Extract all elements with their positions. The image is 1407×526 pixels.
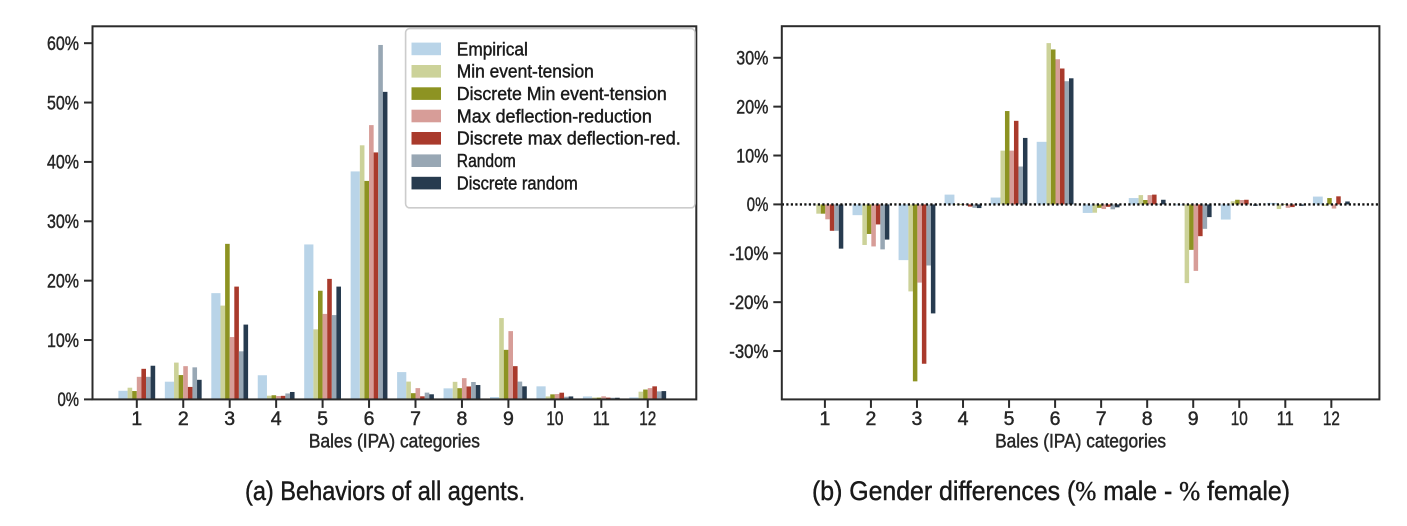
svg-text:40%: 40% — [47, 152, 79, 174]
svg-text:8: 8 — [1142, 408, 1153, 430]
svg-text:12: 12 — [639, 408, 656, 430]
svg-text:2: 2 — [866, 408, 877, 430]
svg-text:6: 6 — [364, 408, 375, 430]
svg-text:11: 11 — [1277, 408, 1294, 430]
svg-text:-20%: -20% — [729, 292, 768, 314]
svg-text:10: 10 — [546, 408, 563, 430]
svg-text:12: 12 — [1323, 408, 1340, 430]
svg-text:1: 1 — [819, 408, 830, 430]
svg-text:3: 3 — [912, 408, 923, 430]
svg-text:30%: 30% — [736, 48, 768, 70]
svg-text:50%: 50% — [47, 92, 79, 114]
svg-text:Discrete max deflection-red.: Discrete max deflection-red. — [457, 128, 681, 149]
svg-text:2: 2 — [178, 408, 189, 430]
svg-text:Min event-tension: Min event-tension — [457, 61, 594, 82]
svg-text:6: 6 — [1050, 408, 1061, 430]
svg-text:7: 7 — [1096, 408, 1107, 430]
svg-text:1: 1 — [131, 408, 142, 430]
svg-text:Random: Random — [457, 150, 516, 171]
svg-text:9: 9 — [503, 408, 514, 430]
svg-text:10%: 10% — [47, 330, 79, 352]
svg-text:(a) Behaviors of all agents.: (a) Behaviors of all agents. — [245, 476, 525, 506]
svg-text:0%: 0% — [58, 389, 80, 411]
svg-text:4: 4 — [958, 408, 969, 430]
svg-text:5: 5 — [317, 408, 328, 430]
svg-text:(b) Gender differences (% male: (b) Gender differences (% male - % femal… — [812, 476, 1290, 506]
svg-text:-10%: -10% — [729, 243, 768, 265]
svg-text:60%: 60% — [47, 33, 79, 55]
svg-text:3: 3 — [224, 408, 235, 430]
svg-text:9: 9 — [1188, 408, 1199, 430]
svg-text:11: 11 — [593, 408, 610, 430]
svg-text:5: 5 — [1004, 408, 1015, 430]
svg-text:Max deflection-reduction: Max deflection-reduction — [457, 105, 652, 126]
svg-text:10: 10 — [1231, 408, 1248, 430]
svg-text:4: 4 — [271, 408, 282, 430]
svg-text:20%: 20% — [736, 96, 768, 118]
svg-text:7: 7 — [410, 408, 421, 430]
svg-text:Bales (IPA) categories: Bales (IPA) categories — [309, 431, 480, 453]
svg-text:Discrete Min event-tension: Discrete Min event-tension — [457, 83, 667, 104]
svg-text:10%: 10% — [736, 145, 768, 167]
svg-text:Bales (IPA) categories: Bales (IPA) categories — [995, 431, 1166, 453]
svg-text:30%: 30% — [47, 211, 79, 233]
svg-text:8: 8 — [457, 408, 468, 430]
svg-text:Discrete random: Discrete random — [457, 173, 578, 194]
svg-text:0%: 0% — [747, 194, 769, 216]
svg-text:20%: 20% — [47, 270, 79, 292]
svg-text:-30%: -30% — [729, 341, 768, 363]
svg-text:Empirical: Empirical — [457, 38, 528, 59]
